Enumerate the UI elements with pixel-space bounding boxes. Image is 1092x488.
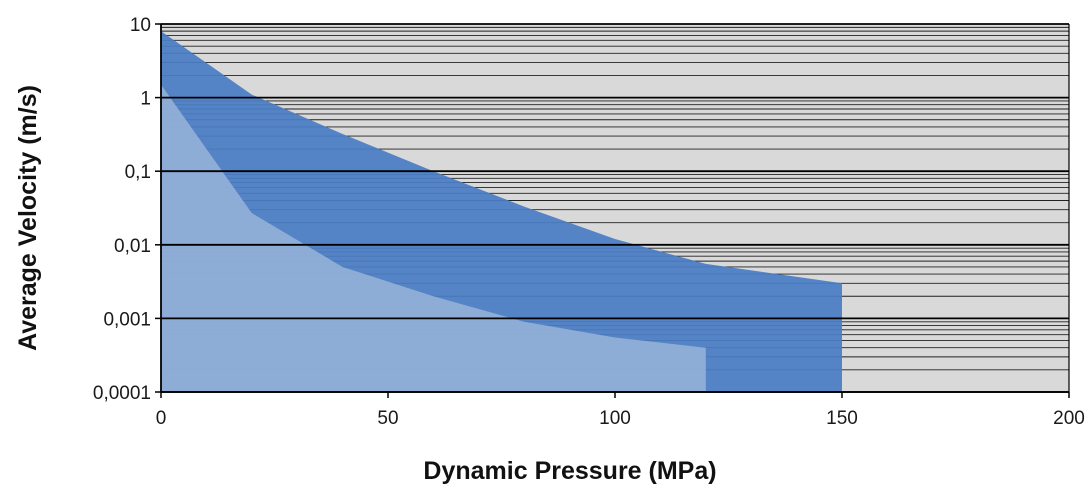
y-tick-label: 0,001 (103, 309, 151, 330)
x-tick-label: 150 (826, 408, 858, 429)
y-axis-title: Average Velocity (m/s) (14, 85, 42, 351)
y-axis-ticks: 10 1 0,1 0,01 0,001 0,0001 (93, 15, 161, 404)
y-tick-label: 0,01 (114, 236, 151, 257)
x-axis-title: Dynamic Pressure (MPa) (423, 457, 716, 485)
x-tick-label: 50 (377, 408, 398, 429)
y-tick-label: 1 (140, 89, 151, 110)
x-axis-ticks: 0 50 100 150 200 (156, 392, 1085, 429)
x-tick-label: 200 (1053, 408, 1085, 429)
y-tick-label: 0,0001 (93, 383, 151, 404)
lower-region-area (161, 84, 706, 392)
x-tick-label: 0 (156, 408, 167, 429)
y-tick-label: 10 (130, 15, 151, 36)
x-tick-label: 100 (599, 408, 631, 429)
y-tick-label: 0,1 (125, 162, 151, 183)
